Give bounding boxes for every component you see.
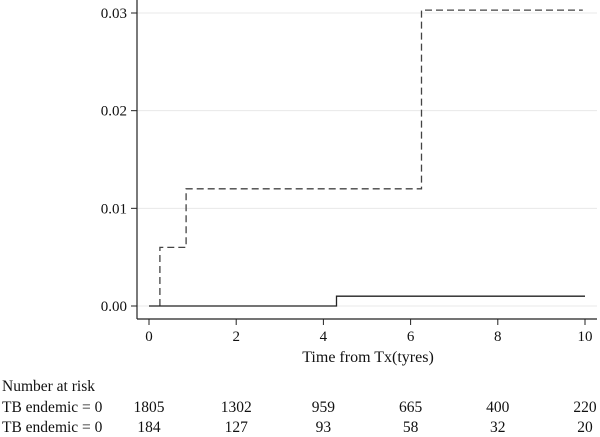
y-tick-label: 0.00 — [101, 299, 127, 315]
x-tick-label: 8 — [494, 329, 502, 345]
y-tick-label: 0.01 — [101, 201, 127, 217]
risk-value: 127 — [225, 419, 249, 436]
x-tick-label: 6 — [407, 329, 415, 345]
risk-row-label: TB endemic = 0 — [2, 399, 103, 416]
dashed-series-line — [159, 9, 583, 306]
y-tick-label: 0.02 — [101, 104, 127, 120]
risk-value: 665 — [399, 399, 423, 416]
risk-value: 58 — [403, 419, 419, 436]
risk-value: 93 — [316, 419, 332, 436]
y-tick-label: 0.03 — [101, 6, 127, 22]
x-axis-label: Time from Tx(tyres) — [302, 349, 434, 366]
risk-value: 32 — [490, 419, 506, 436]
x-tick-label: 2 — [232, 329, 240, 345]
risk-value: 184 — [137, 419, 161, 436]
x-tick-label: 4 — [320, 329, 328, 345]
gridlines — [137, 12, 597, 307]
risk-value: 959 — [312, 399, 336, 416]
risk-table: Number at risk TB endemic = 0 TB endemic… — [2, 378, 597, 436]
risk-value: 400 — [486, 399, 510, 416]
series-group — [149, 9, 585, 307]
risk-value: 20 — [577, 419, 593, 436]
x-tick-label: 0 — [145, 329, 153, 345]
risk-value: 1302 — [221, 399, 252, 416]
x-tick-label: 10 — [578, 329, 593, 345]
risk-table-title: Number at risk — [2, 378, 95, 395]
ticks: 0.00 0.01 0.02 0.03 0 2 4 6 8 10 — [101, 6, 593, 345]
solid-series-line — [149, 295, 585, 307]
risk-value: 220 — [573, 399, 597, 416]
axes — [136, 0, 597, 320]
risk-value: 1805 — [134, 399, 165, 416]
risk-row-label: TB endemic = 0 — [2, 419, 103, 436]
